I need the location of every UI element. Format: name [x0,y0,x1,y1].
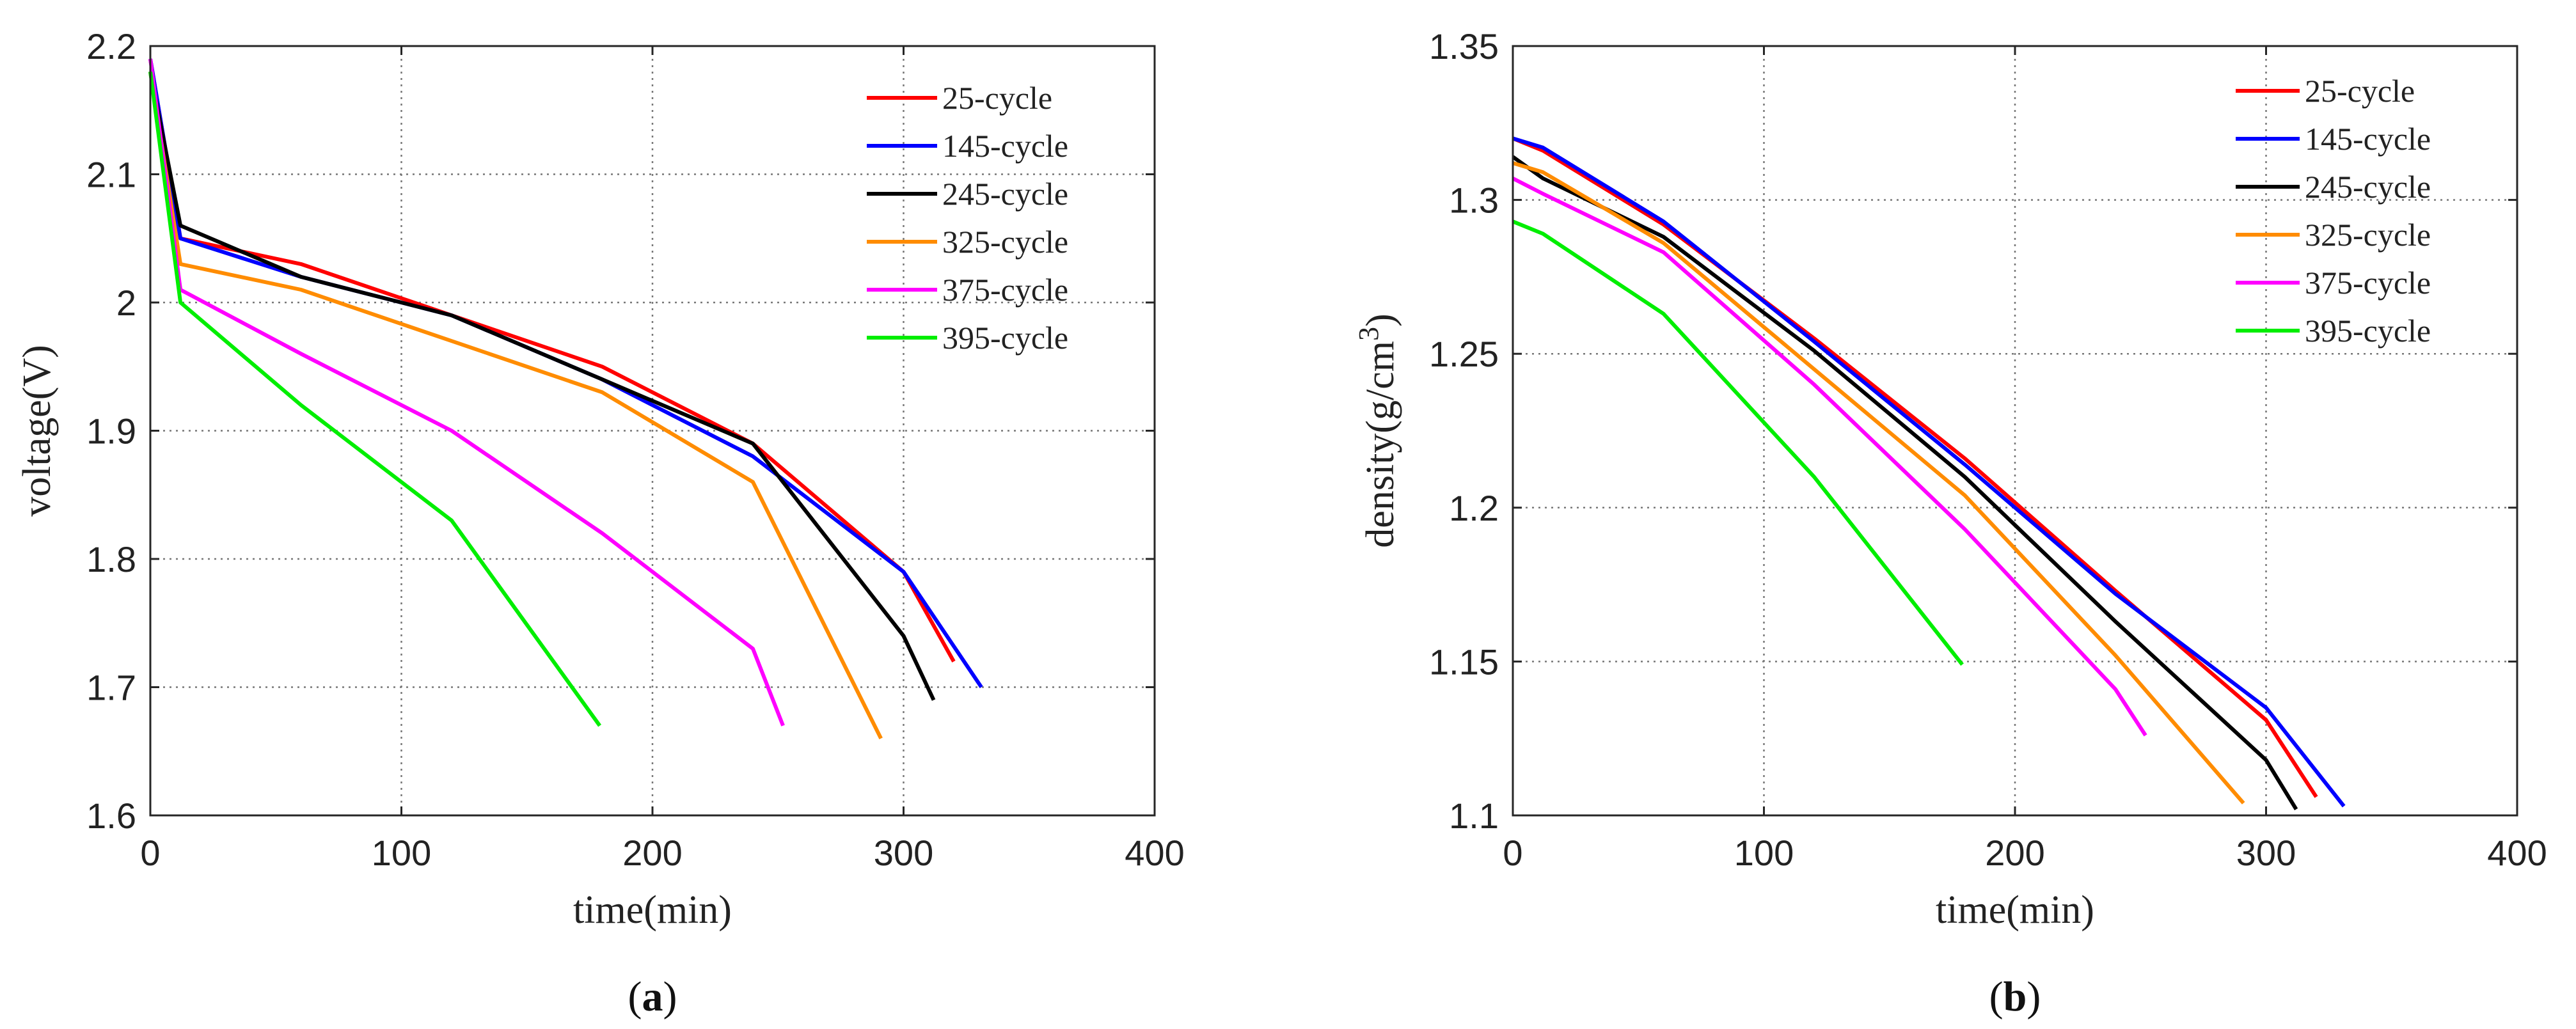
legend-entry-145-cycle: 145-cycle [867,128,1068,164]
legend-entry-25-cycle: 25-cycle [2236,73,2415,109]
legend-label: 375-cycle [942,272,1068,308]
series-line-245-cycle [1512,155,2298,810]
legend-label: 395-cycle [2305,313,2431,349]
x-axis-title: time(min) [1936,888,2094,932]
x-tick-label: 400 [1125,833,1184,873]
y-tick-label: 2.1 [86,155,136,195]
legend-entry-375-cycle: 375-cycle [2236,265,2431,301]
series-line-25-cycle [1512,136,2318,798]
y-tick-label: 2 [116,283,136,323]
x-tick-label: 200 [622,833,682,873]
chart-panel-a: 0 100 200 300 400 1.6 1.7 1.8 1.9 2 2.1 2.2 time(min… [15,26,1185,1020]
y-axis-title: density(g/cm3) [1353,313,1402,547]
x-tick-label: 0 [1503,833,1522,873]
y-tick-label: 1.15 [1429,641,1499,682]
legend-entry-395-cycle: 395-cycle [2236,313,2431,349]
series-line-245-cycle [148,71,936,701]
x-tick-label: 100 [372,833,431,873]
y-tick-label: 1.8 [86,539,136,579]
legend-label: 25-cycle [2305,73,2415,109]
y-tick-label: 2.2 [86,26,136,67]
y-tick-label: 1.1 [1449,796,1499,836]
legend-label: 25-cycle [942,80,1052,116]
legend-entry-145-cycle: 145-cycle [2236,121,2431,157]
series-line-325-cycle [1512,161,2245,805]
legend-label: 145-cycle [2305,121,2431,157]
panel-caption: (a) [628,973,677,1020]
x-tick-label: 0 [140,833,160,873]
x-tick-label: 300 [2236,833,2296,873]
chart-panel-b: 0 100 200 300 400 1.1 1.15 1.2 1.25 1.3 1.35 time(m… [1353,26,2547,1020]
legend-entry-325-cycle: 325-cycle [867,224,1068,260]
legend-label: 245-cycle [942,176,1068,212]
panel-caption: (b) [1989,973,2041,1020]
x-tick-label: 300 [874,833,933,873]
y-tick-label: 1.2 [1449,488,1499,528]
y-tick-label: 1.25 [1429,334,1499,374]
series-line-375-cycle [1512,177,2147,737]
x-axis-title: time(min) [573,888,732,932]
y-tick-label: 1.9 [86,411,136,452]
legend-label: 245-cycle [2305,169,2431,205]
x-tick-label: 400 [2487,833,2547,873]
y-tick-label: 1.7 [86,668,136,708]
series-line-395-cycle [1512,219,1964,666]
series-line-395-cycle [148,71,602,727]
x-tick-label: 100 [1734,833,1794,873]
legend-entry-245-cycle: 245-cycle [867,176,1068,212]
legend-label: 395-cycle [942,320,1068,356]
legend-label: 375-cycle [2305,265,2431,301]
x-tick-label: 200 [1985,833,2044,873]
legend-entry-395-cycle: 395-cycle [867,320,1068,356]
legend-label: 325-cycle [942,224,1068,260]
series-line-145-cycle [1512,136,2346,808]
legend-label: 145-cycle [942,128,1068,164]
y-tick-label: 1.35 [1429,26,1499,67]
y-tick-label: 1.3 [1449,180,1499,221]
legend-entry-245-cycle: 245-cycle [2236,169,2431,205]
legend-label: 325-cycle [2305,217,2431,253]
legend-entry-325-cycle: 325-cycle [2236,217,2431,253]
legend-entry-25-cycle: 25-cycle [867,80,1052,116]
legend-entry-375-cycle: 375-cycle [867,272,1068,308]
y-axis-title: voltage(V) [15,345,59,517]
series-line-325-cycle [148,71,883,740]
y-tick-label: 1.6 [86,796,136,836]
